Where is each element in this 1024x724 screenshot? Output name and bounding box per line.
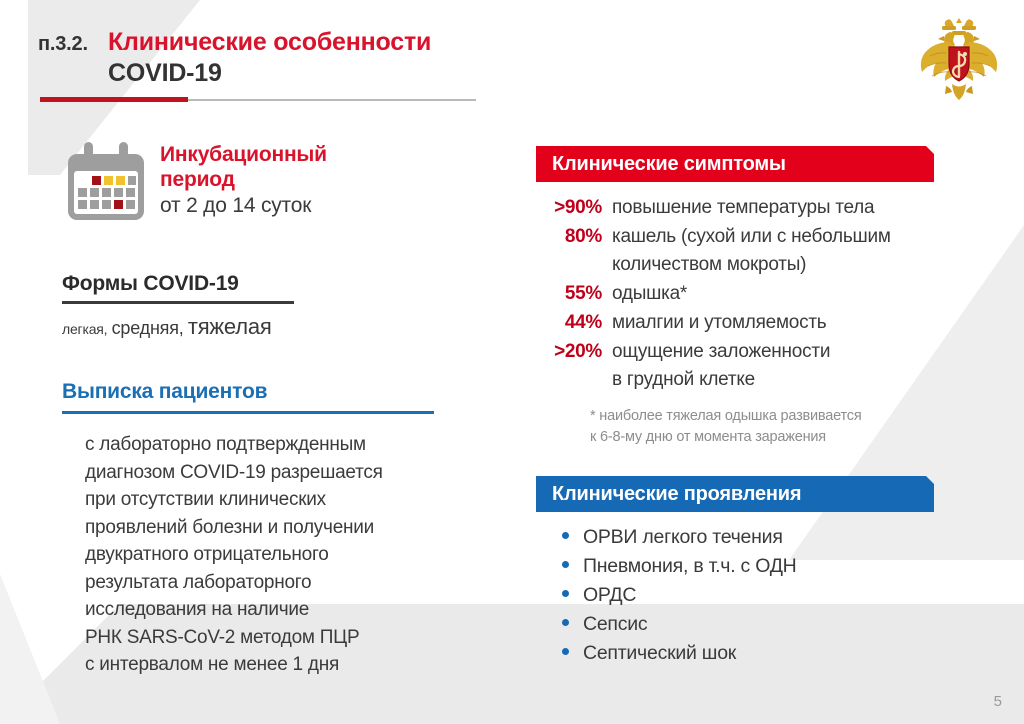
clinical-manifestations-block: Клинические проявления ОРВИ легкого тече… <box>536 476 996 671</box>
bullet-icon <box>562 590 569 597</box>
symptom-percent: >20% <box>554 341 602 362</box>
clinical-manifestations-header-label: Клинические проявления <box>552 482 802 505</box>
slide-header: п.3.2. Клинические особенности COVID-19 <box>0 0 1024 120</box>
symptom-label: миалгии и утомляемость <box>612 312 827 333</box>
symptom-row: 80% кашель (сухой или с небольшим количе… <box>536 223 996 279</box>
manifestation-label: ОРВИ легкого течения <box>583 526 783 548</box>
section-number: п.3.2. <box>38 33 88 55</box>
symptom-percent: 55% <box>564 283 602 304</box>
forms-title: Формы COVID-19 <box>62 272 239 295</box>
clinical-manifestations-list: ОРВИ легкого течения Пневмония, в т.ч. с… <box>536 526 996 665</box>
discharge-block: Выписка пациентов с лабораторно подтверж… <box>62 380 482 679</box>
list-item: Септический шок <box>562 642 996 665</box>
symptom-row: 55% одышка* <box>536 280 996 308</box>
symptom-row: >90% повышение температуры тела <box>536 194 996 222</box>
clinical-symptoms-header-band: Клинические симптомы <box>536 146 934 182</box>
symptom-row: 44% миалгии и утомляемость <box>536 309 996 337</box>
calendar-icon <box>62 140 150 226</box>
right-column: Клинические симптомы >90% повышение темп… <box>536 0 1024 724</box>
title-rule-gray <box>188 99 476 101</box>
discharge-underline <box>62 411 434 414</box>
symptom-label: кашель (сухой или с небольшим количество… <box>612 226 891 275</box>
bullet-icon <box>562 619 569 626</box>
symptom-label: ощущение заложенности в грудной клетке <box>612 341 831 390</box>
forms-underline <box>62 301 294 304</box>
form-item-severe: тяжелая <box>187 314 272 339</box>
incubation-title-line2: период <box>160 168 235 191</box>
bullet-icon <box>562 648 569 655</box>
incubation-duration: от 2 до 14 суток <box>160 194 312 217</box>
symptom-percent: >90% <box>554 197 602 218</box>
symptom-percent: 80% <box>564 226 602 247</box>
clinical-symptoms-header-label: Клинические симптомы <box>552 152 786 175</box>
manifestation-label: Сепсис <box>583 613 648 635</box>
list-item: ОРВИ легкого течения <box>562 526 996 549</box>
left-column: Инкубационный период от 2 до 14 суток Фо… <box>0 0 500 724</box>
list-item: ОРДС <box>562 584 996 607</box>
incubation-text: Инкубационный период от 2 до 14 суток <box>160 142 327 218</box>
title-rule-red <box>40 97 188 102</box>
clinical-symptoms-list: >90% повышение температуры тела 80% каше… <box>536 194 996 394</box>
list-item: Сепсис <box>562 613 996 636</box>
form-item-moderate: средняя, <box>111 318 184 338</box>
clinical-symptoms-block: Клинические симптомы >90% повышение темп… <box>536 146 996 448</box>
list-item: Пневмония, в т.ч. с ОДН <box>562 555 996 578</box>
form-item-mild: легкая, <box>62 321 108 337</box>
symptom-label: повышение температуры тела <box>612 197 875 218</box>
symptom-label: одышка* <box>612 283 688 304</box>
symptom-row: >20% ощущение заложенности в грудной кле… <box>536 338 996 394</box>
incubation-title-line1: Инкубационный <box>160 143 327 166</box>
russian-ministry-of-health-emblem-icon <box>916 14 1002 106</box>
forms-block: Формы COVID-19 легкая, средняя, тяжелая <box>62 272 462 340</box>
discharge-body-text: с лабораторно подтвержденным диагнозом C… <box>85 434 383 675</box>
clinical-manifestations-header-band: Клинические проявления <box>536 476 934 512</box>
page-number: 5 <box>993 693 1002 710</box>
manifestation-label: ОРДС <box>583 584 637 606</box>
page-title-line1: Клинические особенности <box>108 28 432 56</box>
page-title-line2: COVID-19 <box>108 59 222 87</box>
page-title: Клинические особенности COVID-19 <box>108 27 431 89</box>
symptoms-footnote: * наиболее тяжелая одышка развивается к … <box>590 408 862 445</box>
forms-list: легкая, средняя, тяжелая <box>62 314 462 340</box>
manifestation-label: Пневмония, в т.ч. с ОДН <box>583 555 797 577</box>
discharge-title: Выписка пациентов <box>62 380 268 403</box>
bullet-icon <box>562 561 569 568</box>
symptom-percent: 44% <box>564 312 602 333</box>
incubation-title: Инкубационный период <box>160 142 327 192</box>
bullet-icon <box>562 532 569 539</box>
manifestation-label: Септический шок <box>583 642 737 664</box>
